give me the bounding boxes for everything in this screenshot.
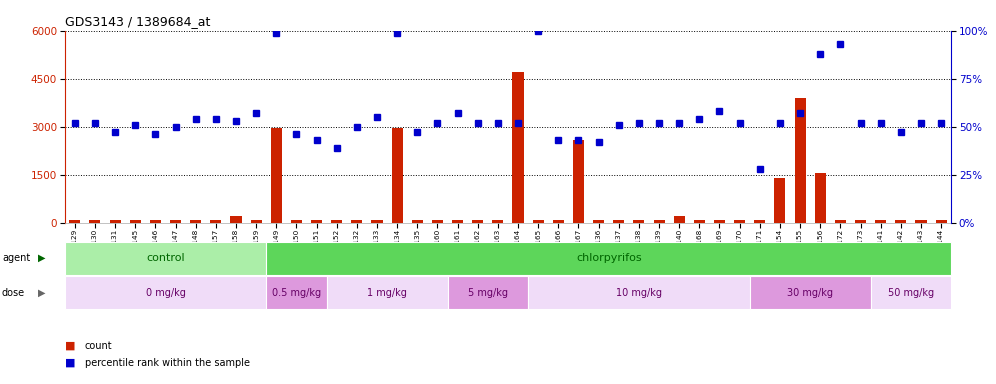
Bar <box>895 220 906 223</box>
Bar <box>915 220 926 223</box>
Text: 0 mg/kg: 0 mg/kg <box>145 288 185 298</box>
Bar <box>528 276 750 309</box>
Text: ▶: ▶ <box>38 288 46 298</box>
Bar <box>391 128 402 223</box>
Bar <box>714 220 725 223</box>
Bar <box>795 98 806 223</box>
Bar <box>432 220 443 223</box>
Text: 50 mg/kg: 50 mg/kg <box>887 288 934 298</box>
Bar <box>875 220 886 223</box>
Text: 10 mg/kg: 10 mg/kg <box>616 288 662 298</box>
Bar <box>835 220 846 223</box>
Bar <box>327 276 447 309</box>
Text: 30 mg/kg: 30 mg/kg <box>787 288 834 298</box>
Bar <box>129 220 140 223</box>
Bar <box>251 220 262 223</box>
Bar <box>266 276 327 309</box>
Bar <box>352 220 363 223</box>
Text: ■: ■ <box>65 358 76 368</box>
Bar <box>372 220 382 223</box>
Bar <box>65 242 266 275</box>
Bar <box>170 220 181 223</box>
Bar <box>311 220 322 223</box>
Bar <box>291 220 302 223</box>
Bar <box>149 220 161 223</box>
Bar <box>633 220 644 223</box>
Text: count: count <box>85 341 113 351</box>
Bar <box>775 178 786 223</box>
Bar <box>266 242 951 275</box>
Bar <box>593 220 605 223</box>
Bar <box>513 72 524 223</box>
Text: agent: agent <box>2 253 30 263</box>
Bar <box>935 220 946 223</box>
Bar <box>271 128 282 223</box>
Bar <box>210 220 221 223</box>
Text: control: control <box>146 253 185 263</box>
Text: ■: ■ <box>65 341 76 351</box>
Text: GDS3143 / 1389684_at: GDS3143 / 1389684_at <box>65 15 210 28</box>
Bar <box>573 139 584 223</box>
Bar <box>110 220 121 223</box>
Bar <box>65 276 266 309</box>
Text: 5 mg/kg: 5 mg/kg <box>468 288 508 298</box>
Bar <box>230 216 241 223</box>
Bar <box>855 220 867 223</box>
Bar <box>533 220 544 223</box>
Bar <box>750 276 871 309</box>
Text: percentile rank within the sample: percentile rank within the sample <box>85 358 250 368</box>
Bar <box>694 220 705 223</box>
Bar <box>754 220 765 223</box>
Bar <box>472 220 483 223</box>
Text: 0.5 mg/kg: 0.5 mg/kg <box>272 288 321 298</box>
Bar <box>447 276 528 309</box>
Bar <box>452 220 463 223</box>
Text: chlorpyrifos: chlorpyrifos <box>576 253 641 263</box>
Bar <box>70 220 81 223</box>
Text: 1 mg/kg: 1 mg/kg <box>368 288 407 298</box>
Bar <box>734 220 745 223</box>
Bar <box>492 220 503 223</box>
Text: dose: dose <box>2 288 25 298</box>
Text: ▶: ▶ <box>38 253 46 263</box>
Bar <box>653 220 664 223</box>
Bar <box>614 220 624 223</box>
Bar <box>673 216 684 223</box>
Bar <box>332 220 343 223</box>
Bar <box>411 220 423 223</box>
Bar <box>90 220 101 223</box>
Bar <box>553 220 564 223</box>
Bar <box>190 220 201 223</box>
Bar <box>871 276 951 309</box>
Bar <box>815 173 826 223</box>
